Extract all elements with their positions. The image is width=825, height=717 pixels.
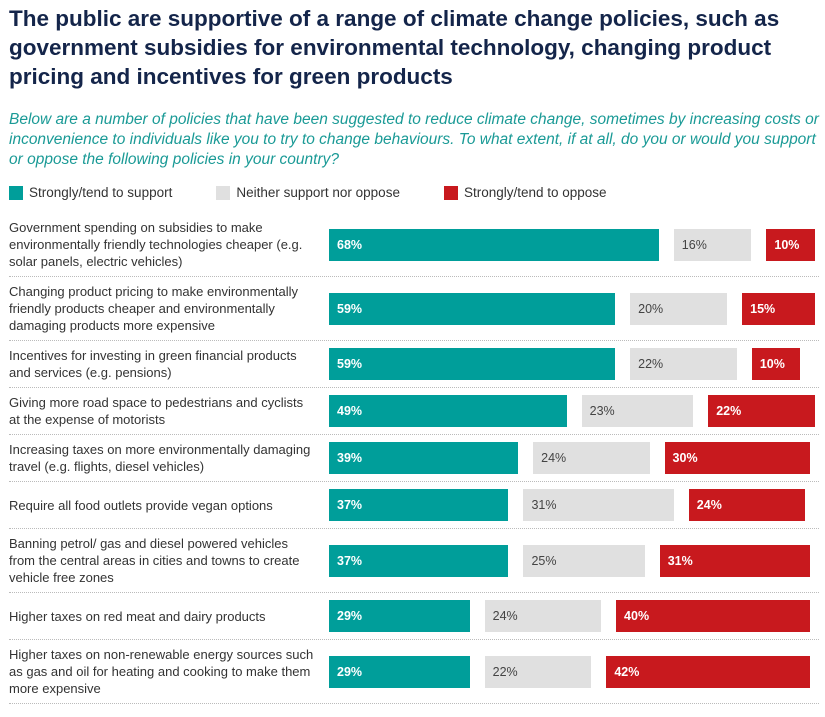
data-label: 29% <box>337 609 363 623</box>
bar: 23% <box>581 395 694 427</box>
row: Higher taxes on red meat and dairy produ… <box>9 593 819 640</box>
data-label: 31% <box>531 498 557 512</box>
row: Incentives for investing in green financ… <box>9 341 819 388</box>
bar: 37% <box>329 544 509 577</box>
category-label: Changing product pricing to make environ… <box>9 284 299 333</box>
bar-group: 49% 23% 22% <box>329 395 819 427</box>
data-label: 24% <box>541 451 567 465</box>
legend: Strongly/tend to support Neither support … <box>9 185 607 200</box>
category-label: Require all food outlets provide vegan o… <box>9 497 273 513</box>
row: Changing product pricing to make environ… <box>9 277 819 341</box>
data-label: 30% <box>672 451 698 465</box>
bar-group: 29% 22% 42% <box>329 655 819 688</box>
bar-group: 39% 24% 30% <box>329 442 819 474</box>
row: Government spending on subsidies to make… <box>9 213 819 277</box>
data-label: 68% <box>337 237 363 252</box>
bar: 37% <box>329 489 509 521</box>
bar: 59% <box>329 292 616 325</box>
bar: 29% <box>329 655 470 688</box>
plot: Government spending on subsidies to make… <box>9 213 819 704</box>
legend-item: Strongly/tend to support <box>9 185 172 200</box>
bar: 10% <box>766 228 815 261</box>
bar: 42% <box>606 655 811 688</box>
data-label: 24% <box>696 498 722 512</box>
category-label: Higher taxes on non-renewable energy sou… <box>9 647 314 696</box>
bar-group: 68% 16% 10% <box>329 228 819 261</box>
data-label: 22% <box>492 664 518 679</box>
bar: 16% <box>673 228 752 261</box>
bar-group: 37% 25% 31% <box>329 544 819 577</box>
category-label: Incentives for investing in green financ… <box>9 348 297 380</box>
data-label: 23% <box>589 404 615 418</box>
data-label: 40% <box>624 609 650 623</box>
bar-group: 37% 31% 24% <box>329 489 819 521</box>
bar: 31% <box>659 544 811 577</box>
legend-label: Neither support nor oppose <box>236 185 400 200</box>
data-label: 37% <box>337 498 363 512</box>
category-label: Banning petrol/ gas and diesel powered v… <box>9 536 300 585</box>
data-label: 59% <box>337 301 363 316</box>
bar: 49% <box>329 395 567 427</box>
data-label: 22% <box>716 404 742 418</box>
legend-item: Neither support nor oppose <box>216 185 400 200</box>
legend-label: Strongly/tend to oppose <box>463 185 607 200</box>
row: Higher taxes on non-renewable energy sou… <box>9 640 819 704</box>
category-label: Increasing taxes on more environmentally… <box>9 442 311 474</box>
data-label: 31% <box>667 553 693 568</box>
bar: 22% <box>708 395 815 427</box>
legend-swatch <box>216 185 231 200</box>
bar: 29% <box>329 600 470 632</box>
row: Require all food outlets provide vegan o… <box>9 482 819 529</box>
legend-swatch <box>9 185 23 200</box>
bar: 22% <box>630 348 737 380</box>
legend-swatch <box>443 185 458 200</box>
data-label: 25% <box>531 553 557 568</box>
bar-group: 59% 22% 10% <box>329 348 819 380</box>
bar: 24% <box>533 442 650 474</box>
data-label: 59% <box>337 357 363 371</box>
chart-subtitle: Below are a number of policies that have… <box>9 111 819 168</box>
bar: 59% <box>329 348 616 380</box>
row: Banning petrol/ gas and diesel powered v… <box>9 529 819 593</box>
data-label: 10% <box>759 357 785 371</box>
bar: 24% <box>484 600 602 632</box>
data-label: 24% <box>492 609 518 623</box>
row: Increasing taxes on more environmentally… <box>9 435 819 482</box>
category-label: Higher taxes on red meat and dairy produ… <box>9 608 266 624</box>
data-label: 39% <box>337 451 363 465</box>
category-label: Giving more road space to pedestrians an… <box>9 395 304 427</box>
data-label: 42% <box>614 664 640 679</box>
bar: 24% <box>688 489 806 521</box>
data-label: 49% <box>337 404 363 418</box>
data-label: 29% <box>337 664 363 679</box>
bar: 31% <box>523 489 674 521</box>
bar: 15% <box>742 292 815 325</box>
data-label: 20% <box>638 301 664 316</box>
chart-title: The public are supportive of a range of … <box>9 6 780 89</box>
legend-item: Strongly/tend to oppose <box>443 185 607 200</box>
data-label: 10% <box>774 237 800 252</box>
bar: 39% <box>329 442 519 474</box>
bar: 40% <box>616 600 811 632</box>
bar-group: 59% 20% 15% <box>329 292 819 325</box>
data-label: 15% <box>750 301 776 316</box>
category-label: Government spending on subsidies to make… <box>9 220 303 269</box>
bar: 22% <box>484 655 592 688</box>
row: Giving more road space to pedestrians an… <box>9 388 819 435</box>
data-label: 16% <box>681 237 707 252</box>
bar: 30% <box>664 442 811 474</box>
data-label: 22% <box>638 357 664 371</box>
legend-label: Strongly/tend to support <box>29 185 173 200</box>
bar: 68% <box>329 228 659 261</box>
bar: 10% <box>751 348 801 380</box>
data-label: 37% <box>337 553 363 568</box>
bar: 25% <box>523 544 645 577</box>
bar-group: 29% 24% 40% <box>329 600 819 632</box>
bar: 20% <box>630 292 728 325</box>
